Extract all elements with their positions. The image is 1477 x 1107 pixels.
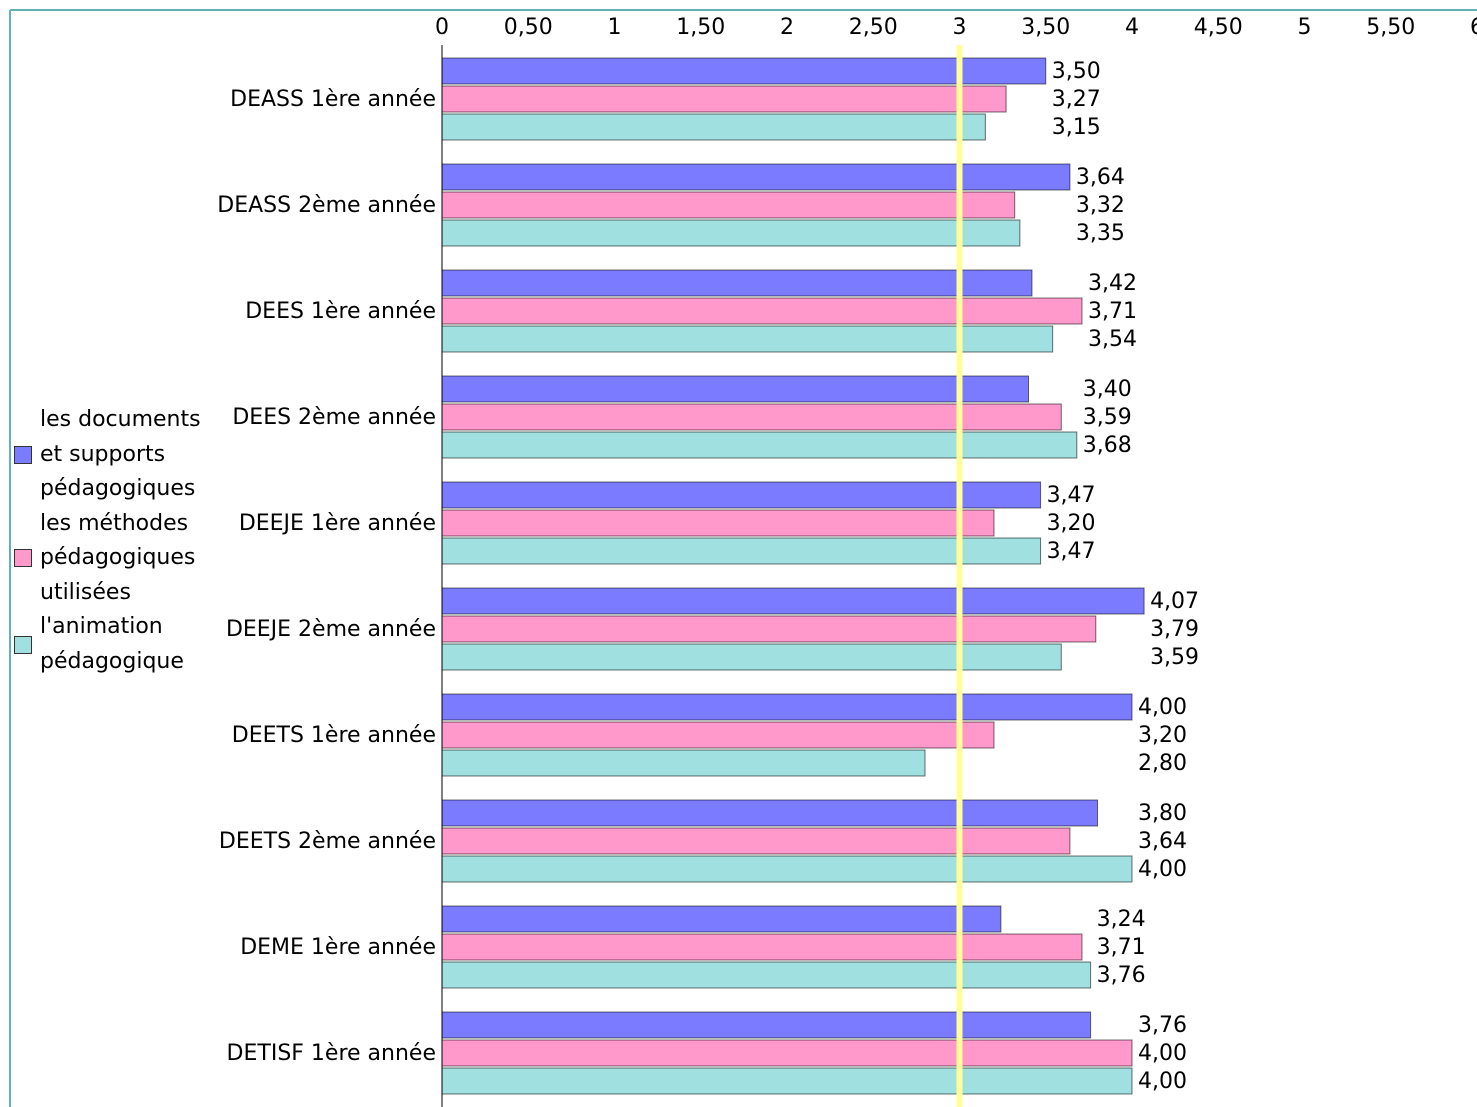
bar xyxy=(441,799,1098,827)
value-label: 3,40 xyxy=(1083,377,1132,402)
value-label: 3,27 xyxy=(1052,87,1101,112)
bar xyxy=(441,537,1042,565)
bar xyxy=(441,905,1002,933)
category-label: DEASS 1ère année xyxy=(230,87,436,112)
bar xyxy=(441,163,1071,191)
bar xyxy=(441,827,1071,855)
value-label: 3,76 xyxy=(1097,963,1146,988)
bar xyxy=(441,431,1078,459)
bar xyxy=(441,933,1083,961)
x-tick-label: 1 xyxy=(608,15,622,40)
x-tick-label: 3,50 xyxy=(1021,15,1070,40)
value-label: 4,00 xyxy=(1138,695,1187,720)
value-label: 3,50 xyxy=(1052,59,1101,84)
bar xyxy=(441,1067,1133,1095)
value-label: 2,80 xyxy=(1138,751,1187,776)
x-tick-label: 5,50 xyxy=(1366,15,1415,40)
bar xyxy=(441,297,1083,325)
bar xyxy=(441,1011,1092,1039)
x-tick-label: 1,50 xyxy=(676,15,725,40)
bar xyxy=(441,721,995,749)
x-tick-label: 0 xyxy=(435,15,449,40)
x-tick-label: 2,50 xyxy=(849,15,898,40)
bar xyxy=(441,643,1062,671)
legend-swatch xyxy=(14,635,32,654)
legend: les documents et supports pédagogiques le… xyxy=(14,403,204,679)
legend-label: les méthodes pédagogiques utilisées xyxy=(40,510,196,605)
category-label: DEME 1ère année xyxy=(240,935,436,960)
value-label: 3,64 xyxy=(1138,829,1187,854)
value-label: 3,80 xyxy=(1138,801,1187,826)
value-label: 3,24 xyxy=(1097,907,1146,932)
value-label: 3,76 xyxy=(1138,1013,1187,1038)
value-label: 4,00 xyxy=(1138,1041,1187,1066)
value-label: 3,20 xyxy=(1047,511,1096,536)
legend-label: l'animation pédagogique xyxy=(40,614,184,674)
value-label: 3,20 xyxy=(1138,723,1187,748)
bar xyxy=(441,219,1021,247)
value-label: 3,32 xyxy=(1076,193,1125,218)
legend-swatch xyxy=(14,445,32,464)
value-label: 3,47 xyxy=(1047,483,1096,508)
bar xyxy=(441,113,986,141)
value-label: 3,42 xyxy=(1088,271,1137,296)
bar xyxy=(441,961,1092,989)
x-tick-label: 0,50 xyxy=(504,15,553,40)
bar xyxy=(441,85,1007,113)
value-label: 3,59 xyxy=(1150,645,1199,670)
value-label: 3,71 xyxy=(1097,935,1146,960)
bar xyxy=(441,615,1097,643)
category-label: DEES 1ère année xyxy=(245,299,436,324)
bar xyxy=(441,587,1145,615)
value-label: 3,64 xyxy=(1076,165,1125,190)
category-label: DEETS 2ème année xyxy=(219,829,436,854)
legend-item: les documents et supports pédagogiques xyxy=(14,403,204,507)
value-label: 3,79 xyxy=(1150,617,1199,642)
value-label: 3,59 xyxy=(1083,405,1132,430)
legend-item: l'animation pédagogique xyxy=(14,610,204,679)
bar xyxy=(441,403,1062,431)
bar xyxy=(441,693,1133,721)
value-label: 3,54 xyxy=(1088,327,1137,352)
category-label: DEEJE 1ère année xyxy=(239,511,436,536)
category-label: DEETS 1ère année xyxy=(232,723,436,748)
value-label: 3,71 xyxy=(1088,299,1137,324)
legend-swatch xyxy=(14,549,32,568)
legend-label: les documents et supports pédagogiques xyxy=(40,407,201,501)
x-tick-label: 6 xyxy=(1470,15,1477,40)
legend-item: les méthodes pédagogiques utilisées xyxy=(14,507,204,611)
bar xyxy=(441,509,995,537)
x-tick-label: 2 xyxy=(780,15,794,40)
bar xyxy=(441,855,1133,883)
x-tick-label: 5 xyxy=(1298,15,1312,40)
bar xyxy=(441,375,1029,403)
bar xyxy=(441,57,1047,85)
value-label: 3,35 xyxy=(1076,221,1125,246)
value-label: 3,68 xyxy=(1083,433,1132,458)
bar xyxy=(441,191,1016,219)
bar xyxy=(441,1039,1133,1067)
category-label: DEASS 2ème année xyxy=(217,193,436,218)
bar xyxy=(441,269,1033,297)
value-label: 4,00 xyxy=(1138,857,1187,882)
value-label: 3,15 xyxy=(1052,115,1101,140)
bar xyxy=(441,481,1042,509)
x-tick-label: 4,50 xyxy=(1194,15,1243,40)
value-label: 4,07 xyxy=(1150,589,1199,614)
x-tick-label: 3 xyxy=(953,15,967,40)
x-tick-label: 4 xyxy=(1125,15,1139,40)
bar xyxy=(441,749,926,777)
category-label: DETISF 1ère année xyxy=(227,1041,436,1066)
category-label: DEEJE 2ème année xyxy=(226,617,436,642)
value-label: 3,47 xyxy=(1047,539,1096,564)
category-label: DEES 2ème année xyxy=(232,405,436,430)
value-label: 4,00 xyxy=(1138,1069,1187,1094)
